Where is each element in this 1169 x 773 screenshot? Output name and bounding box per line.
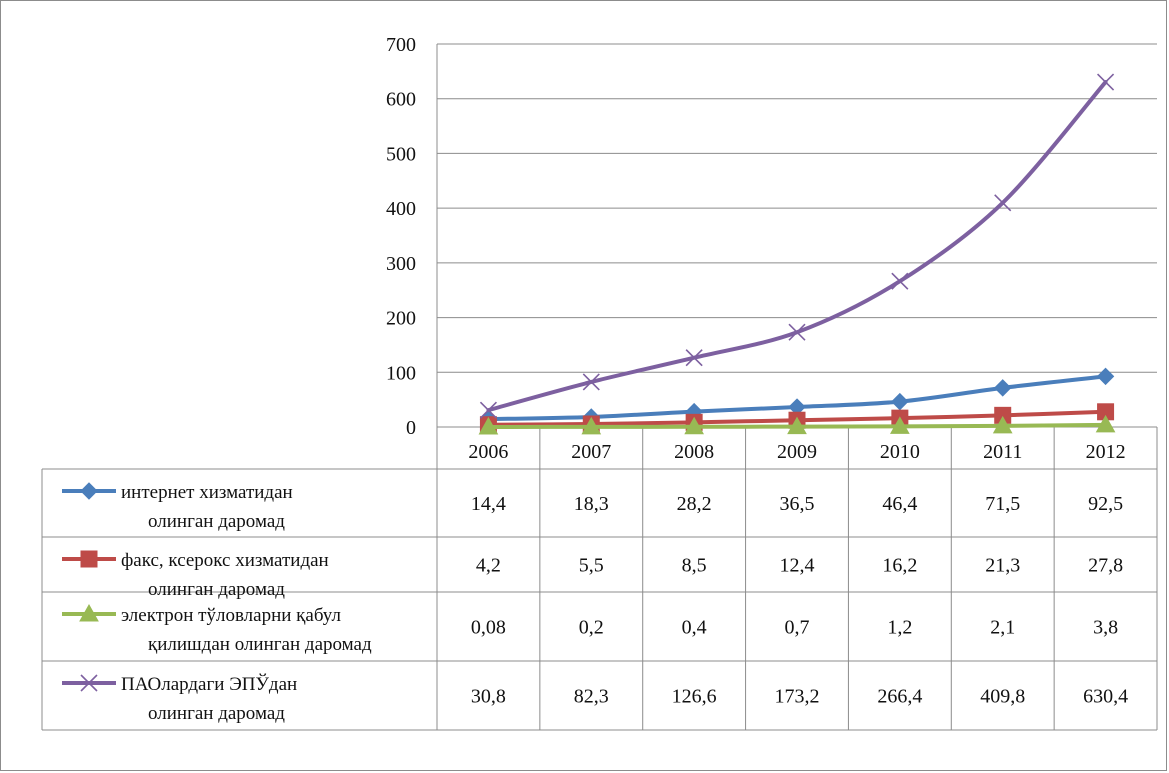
data-value-label: 18,3 xyxy=(574,493,609,515)
data-point-marker xyxy=(582,373,600,391)
table-row: интернет хизматидан олинган даромад 14,4 18… xyxy=(62,482,1123,532)
data-value-label: 3,8 xyxy=(1093,617,1118,639)
data-value-label: 30,8 xyxy=(471,686,506,708)
data-point-marker xyxy=(891,392,909,411)
data-value-label: 12,4 xyxy=(780,555,815,577)
series-group xyxy=(478,73,1116,435)
data-value-label: 409,8 xyxy=(980,686,1025,708)
x-category-label: 2007 xyxy=(571,441,611,463)
data-value-label: 46,4 xyxy=(882,493,917,515)
data-point-marker xyxy=(787,416,807,435)
data-point-marker xyxy=(1097,73,1115,91)
legend-label-line: ПАОлардаги ЭПЎдан xyxy=(121,673,297,695)
data-point-marker xyxy=(685,349,703,367)
data-value-label: 36,5 xyxy=(780,493,815,515)
data-value-label: 630,4 xyxy=(1083,686,1128,708)
series-3 xyxy=(478,414,1116,435)
data-value-label: 27,8 xyxy=(1088,555,1123,577)
y-tick-label: 600 xyxy=(386,89,416,111)
legend-label-line: факс, ксерокс хизматидан xyxy=(121,550,329,571)
data-table-rows: интернет хизматидан олинган даромад 14,4 18… xyxy=(62,482,1128,724)
data-value-label: 14,4 xyxy=(471,493,506,515)
x-category-label: 2006 xyxy=(468,441,508,463)
x-category-label: 2008 xyxy=(674,441,714,463)
legend-label-line: қилишдан олинган даромад xyxy=(148,634,372,655)
data-value-label: 71,5 xyxy=(985,493,1020,515)
data-point-marker xyxy=(581,416,602,435)
x-category-label: 2012 xyxy=(1086,441,1126,463)
data-value-label: 126,6 xyxy=(672,686,717,708)
data-point-marker xyxy=(1095,414,1116,433)
data-value-label: 8,5 xyxy=(682,555,707,577)
data-point-marker xyxy=(478,416,499,435)
data-value-label: 0,4 xyxy=(682,617,707,639)
data-point-marker xyxy=(788,323,806,341)
marker-x-stroke xyxy=(1097,73,1115,91)
data-point-marker xyxy=(994,379,1012,397)
data-value-label: 4,2 xyxy=(476,555,501,577)
data-value-label: 173,2 xyxy=(775,686,820,708)
data-point-marker xyxy=(479,401,497,419)
marker-x-stroke xyxy=(891,272,909,290)
x-category-label: 2011 xyxy=(983,441,1022,463)
legend-label-line: электрон тўловларни қабул xyxy=(121,605,341,626)
y-tick-label: 100 xyxy=(386,362,416,384)
y-tick-label: 400 xyxy=(386,198,416,220)
legend-key-marker xyxy=(80,482,98,500)
x-axis-category-labels: 2006 2007 2008 2009 2010 2011 2012 xyxy=(468,441,1125,463)
data-value-label: 5,5 xyxy=(579,555,604,577)
legend-label-line: олинган даромад xyxy=(148,579,285,600)
legend-label-line: интернет хизматидан xyxy=(121,482,293,503)
data-table xyxy=(41,427,1158,731)
legend-key-marker xyxy=(80,550,98,568)
table-row: электрон тўловларни қабул қилишдан олинга… xyxy=(62,603,1118,655)
table-row: ПАОлардаги ЭПЎдан олинган даромад 30,8 82,3… xyxy=(62,673,1128,724)
data-value-label: 92,5 xyxy=(1088,493,1123,515)
legend-key-marker xyxy=(80,674,98,692)
data-value-label: 21,3 xyxy=(985,555,1020,577)
series-line xyxy=(486,80,1108,413)
legend-label-line: олинган даромад xyxy=(148,511,285,532)
x-category-label: 2009 xyxy=(777,441,817,463)
data-value-label: 16,2 xyxy=(882,555,917,577)
marker-x-stroke xyxy=(788,323,806,341)
data-value-label: 0,08 xyxy=(471,617,506,639)
marker-x-stroke xyxy=(994,194,1012,212)
data-value-label: 0,7 xyxy=(785,617,810,639)
data-value-label: 82,3 xyxy=(574,686,609,708)
marker-x-stroke xyxy=(479,401,497,419)
data-point-marker xyxy=(1096,367,1115,386)
data-point-marker xyxy=(992,415,1013,434)
y-tick-label: 700 xyxy=(386,34,416,56)
x-category-label: 2010 xyxy=(880,441,920,463)
data-point-marker xyxy=(994,194,1012,212)
marker-x-stroke xyxy=(685,349,703,367)
y-tick-label: 500 xyxy=(386,143,416,165)
marker-x-stroke xyxy=(582,373,600,391)
series-4 xyxy=(479,73,1115,419)
marker-x-stroke xyxy=(80,674,98,692)
data-point-marker xyxy=(891,272,909,290)
data-point-marker xyxy=(890,416,910,434)
data-value-label: 1,2 xyxy=(887,617,912,639)
gridlines xyxy=(437,43,1157,428)
data-value-label: 28,2 xyxy=(677,493,712,515)
legend-key-marker xyxy=(79,603,99,622)
data-value-label: 2,1 xyxy=(990,617,1015,639)
y-tick-label: 300 xyxy=(386,253,416,275)
y-tick-label: 0 xyxy=(406,417,416,439)
data-value-label: 0,2 xyxy=(579,617,604,639)
y-tick-label: 200 xyxy=(386,308,416,330)
table-row: факс, ксерокс хизматидан олинган даромад 4… xyxy=(62,550,1123,600)
y-axis-tick-labels: 0 100 200 300 400 500 600 700 xyxy=(386,34,416,439)
data-value-label: 266,4 xyxy=(877,686,922,708)
legend-label-line: олинган даромад xyxy=(148,703,285,724)
data-point-marker xyxy=(684,416,704,435)
